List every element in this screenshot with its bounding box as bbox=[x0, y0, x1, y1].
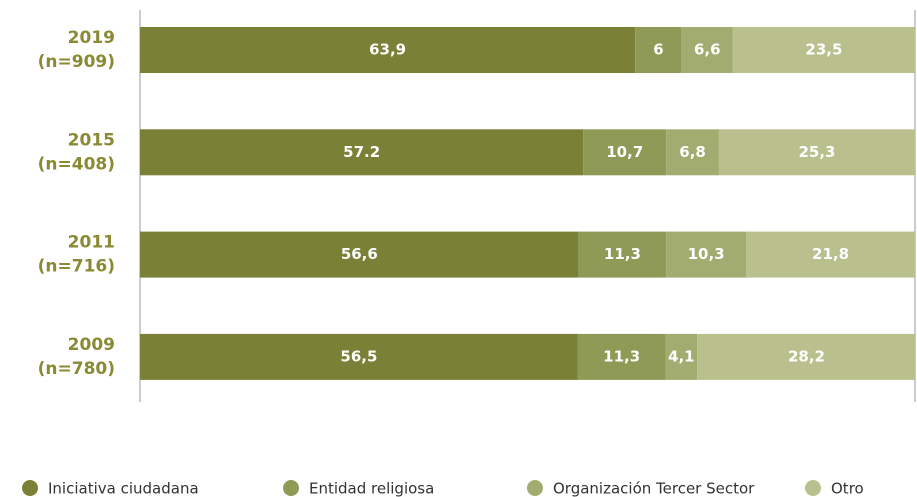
legend-label: Otro bbox=[831, 480, 864, 497]
y-tick-label: (n=780) bbox=[38, 359, 115, 379]
value-label: 6,8 bbox=[679, 143, 706, 161]
value-label: 63,9 bbox=[369, 41, 406, 59]
value-label: 56,5 bbox=[340, 347, 377, 365]
bar-segment bbox=[578, 231, 667, 278]
bar-segment bbox=[140, 27, 636, 73]
legend-label: Iniciativa ciudadana bbox=[48, 480, 199, 497]
bar-segment bbox=[732, 27, 915, 73]
value-label: 6 bbox=[653, 41, 663, 59]
y-tick-label: 2011 bbox=[68, 233, 115, 253]
legend-marker bbox=[22, 480, 38, 496]
bar-segment bbox=[577, 333, 666, 380]
bar-segment bbox=[665, 333, 698, 380]
value-label: 11,3 bbox=[604, 245, 641, 263]
value-label: 56,6 bbox=[341, 245, 378, 263]
y-tick-label: 2015 bbox=[68, 130, 115, 150]
value-label: 28,2 bbox=[788, 347, 825, 365]
bar-segment bbox=[718, 129, 915, 176]
bar-segment bbox=[583, 129, 667, 176]
y-tick-label: (n=408) bbox=[38, 154, 115, 174]
legend-marker bbox=[283, 480, 299, 496]
value-label: 10,7 bbox=[606, 143, 643, 161]
value-label: 11,3 bbox=[603, 347, 640, 365]
bar-segment bbox=[140, 129, 584, 176]
y-tick-label: (n=716) bbox=[38, 257, 115, 277]
bar-segment bbox=[697, 333, 916, 380]
value-label: 57.2 bbox=[343, 143, 380, 161]
value-label: 21,8 bbox=[812, 245, 849, 263]
value-label: 10,3 bbox=[688, 245, 725, 263]
value-label: 4,1 bbox=[668, 347, 695, 365]
bar-segment bbox=[635, 27, 682, 73]
legend-label: Organización Tercer Sector bbox=[553, 480, 755, 497]
bar-segment bbox=[666, 129, 719, 176]
bar-segment bbox=[140, 333, 578, 380]
legend-marker bbox=[805, 480, 821, 496]
y-tick-label: 2019 bbox=[68, 28, 115, 48]
y-tick-label: 2009 bbox=[68, 335, 115, 355]
value-label: 25,3 bbox=[798, 143, 835, 161]
bar-segment bbox=[746, 231, 915, 278]
legend-label: Entidad religiosa bbox=[309, 480, 434, 497]
bar-segment bbox=[140, 231, 579, 278]
value-label: 6,6 bbox=[694, 41, 721, 59]
bar-segment bbox=[666, 231, 747, 278]
legend-marker bbox=[527, 480, 543, 496]
bar-segment bbox=[681, 27, 733, 73]
value-label: 23,5 bbox=[805, 41, 842, 59]
y-tick-label: (n=909) bbox=[38, 52, 115, 72]
